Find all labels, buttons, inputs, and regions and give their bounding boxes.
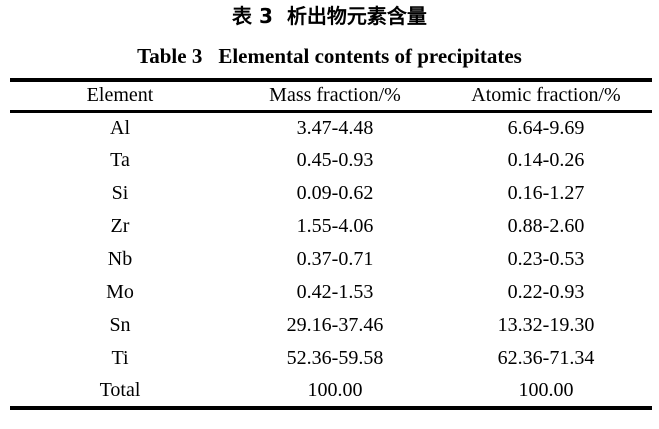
elemental-contents-table: Element Mass fraction/% Atomic fraction/… [10,78,652,410]
element-cell: Ti [111,347,129,369]
table-row: Zr 1.55-4.06 0.88-2.60 [10,210,652,243]
mass-fraction-cell: 1.55-4.06 [296,215,374,237]
table-row: Al 3.47-4.48 6.64-9.69 [10,111,652,144]
mass-fraction-cell: 29.16-37.46 [286,314,384,336]
element-cell: Zr [110,215,130,237]
mass-fraction-cell: 52.36-59.58 [286,347,384,369]
table-caption-chinese-text: 析出物元素含量 [286,4,427,28]
mass-fraction-cell: 0.37-0.71 [296,248,374,270]
mass-fraction-cell: 3.47-4.48 [296,116,374,139]
atomic-fraction-cell: 0.23-0.53 [507,248,585,270]
table-header-row: Element Mass fraction/% Atomic fraction/… [10,80,652,111]
table-caption-chinese-label: 表 3 [232,4,273,28]
element-cell: Total [99,379,141,401]
mass-fraction-cell: 0.09-0.62 [296,182,374,204]
atomic-fraction-cell: 0.88-2.60 [507,215,585,237]
element-cell: Nb [107,248,133,270]
mass-fraction-cell: 100.00 [307,379,363,401]
atomic-fraction-cell: 100.00 [518,379,574,401]
table-row: Nb 0.37-0.71 0.23-0.53 [10,243,652,276]
element-cell: Sn [109,314,131,336]
mass-fraction-cell: 0.42-1.53 [296,281,374,303]
table-caption-english-text: Elemental contents of precipitates [218,44,522,68]
table-row: Ti 52.36-59.58 62.36-71.34 [10,342,652,375]
header-mass-fraction: Mass fraction/% [269,84,401,107]
element-cell: Al [110,116,130,139]
element-cell: Mo [106,281,134,303]
header-element: Element [86,84,154,107]
mass-fraction-cell: 0.45-0.93 [296,149,374,171]
atomic-fraction-cell: 0.14-0.26 [507,149,585,171]
atomic-fraction-cell: 0.16-1.27 [507,182,585,204]
table-row: Ta 0.45-0.93 0.14-0.26 [10,144,652,177]
table-caption-chinese: 表 3 析出物元素含量 [0,0,659,28]
atomic-fraction-cell: 13.32-19.30 [497,314,595,336]
table-row: Total 100.00 100.00 [10,375,652,408]
table-row: Si 0.09-0.62 0.16-1.27 [10,177,652,210]
atomic-fraction-cell: 6.64-9.69 [507,116,585,139]
element-cell: Ta [110,149,130,171]
table-row: Mo 0.42-1.53 0.22-0.93 [10,276,652,309]
header-atomic-fraction: Atomic fraction/% [471,84,621,107]
table-row: Sn 29.16-37.46 13.32-19.30 [10,309,652,342]
element-cell: Si [111,182,129,204]
table-header: Element Mass fraction/% Atomic fraction/… [10,80,652,111]
atomic-fraction-cell: 0.22-0.93 [507,281,585,303]
table-body: Al 3.47-4.48 6.64-9.69 Ta 0.45-0.93 0.14-0.26… [10,111,652,408]
atomic-fraction-cell: 62.36-71.34 [497,347,595,369]
table-caption-english: Table 3 Elemental contents of precipitate… [0,44,659,68]
table-caption-english-label: Table 3 [137,44,203,68]
